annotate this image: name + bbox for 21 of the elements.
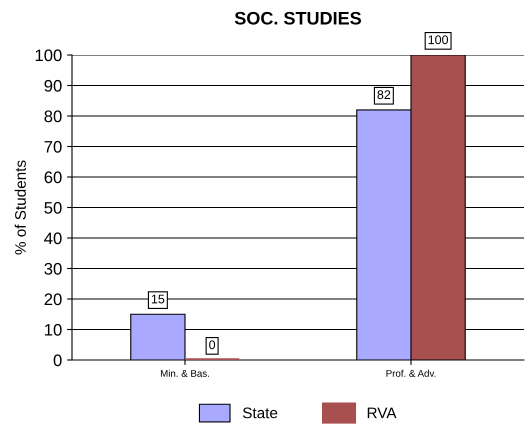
data-label: 82	[377, 90, 390, 100]
x-tick-label: Prof. & Adv.	[386, 370, 436, 377]
chart-title: SOC. STUDIES	[234, 12, 361, 25]
y-tick-label: 70	[44, 140, 62, 153]
legend-label: State	[242, 407, 278, 418]
legend-label: RVA	[368, 408, 397, 418]
data-label: 0	[209, 340, 216, 350]
x-tick-label: Min. & Bas.	[160, 370, 209, 377]
y-tick-label: 50	[44, 202, 62, 214]
y-axis-title: % of Students	[14, 160, 26, 255]
y-tick-label: 60	[44, 171, 62, 184]
y-tick-label: 30	[44, 262, 62, 275]
y-tick-label: 100	[36, 49, 62, 62]
y-tick-label: 80	[44, 110, 62, 122]
y-tick-label: 20	[44, 293, 62, 306]
data-label: 15	[152, 294, 164, 304]
y-tick-label: 10	[45, 324, 62, 336]
data-label: 100	[428, 35, 448, 44]
y-tick-label: 0	[54, 354, 62, 366]
y-tick-label: 90	[44, 80, 62, 92]
y-tick-label: 40	[44, 232, 62, 244]
